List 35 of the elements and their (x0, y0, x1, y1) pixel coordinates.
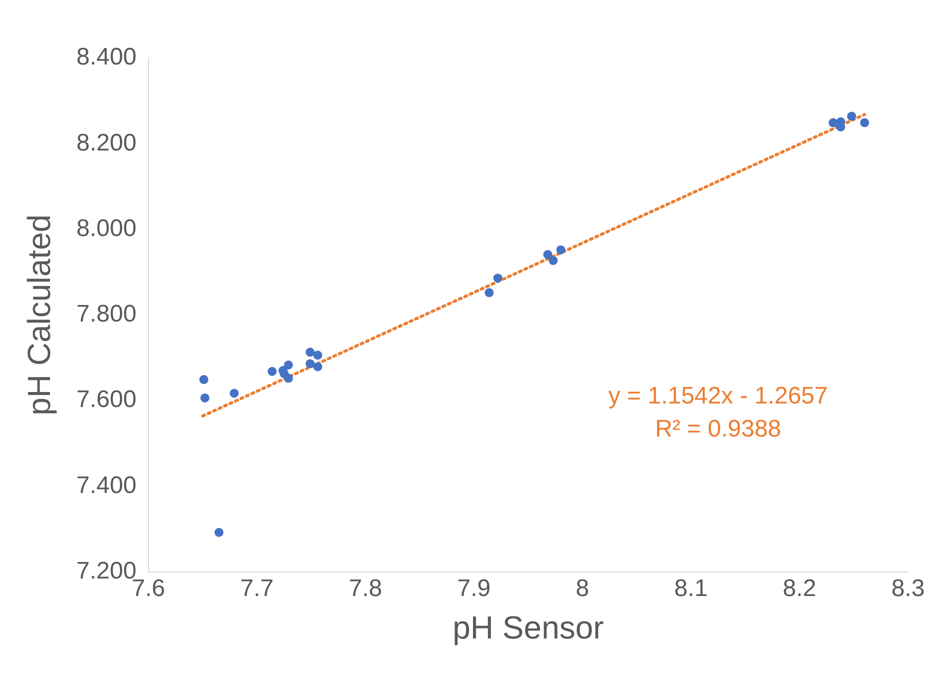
point (313, 362, 322, 372)
point (214, 528, 224, 537)
point (313, 350, 322, 360)
point (230, 388, 239, 398)
point (548, 256, 558, 266)
x-tick-label: 7.8 (348, 574, 382, 602)
point (268, 366, 277, 376)
x-tick-label: 8 (576, 574, 590, 602)
annotation: y = 1.1542x - 1.2657 R² = 0.9388 (608, 382, 828, 443)
point (484, 288, 494, 298)
y-axis-title: pH Calculated (21, 214, 58, 416)
point (556, 245, 566, 254)
x-tick-label: 7.9 (457, 574, 491, 602)
point (306, 348, 315, 357)
x-tick-label: 8.3 (891, 574, 925, 602)
y-tick-label: 7.600 (76, 386, 136, 414)
point (306, 359, 315, 368)
point (847, 112, 856, 121)
y-tick-label: 8.200 (76, 129, 136, 156)
point (493, 274, 502, 283)
point (200, 393, 210, 402)
x-axis-title: pH Sensor (452, 610, 604, 646)
x-tick-label: 8.2 (782, 574, 816, 602)
point (860, 118, 870, 128)
y-tick-label: 7.800 (76, 300, 136, 328)
point (828, 118, 838, 128)
y-tick-label: 8.000 (76, 214, 136, 242)
y-tick-label: 8.400 (76, 44, 136, 71)
point (284, 374, 293, 383)
point (199, 375, 208, 384)
x-tick-label: 8.1 (674, 574, 708, 602)
point (543, 250, 552, 260)
y-tick-label: 7.400 (76, 472, 136, 499)
point (284, 360, 293, 370)
x-tick-label: 7.7 (240, 574, 274, 602)
